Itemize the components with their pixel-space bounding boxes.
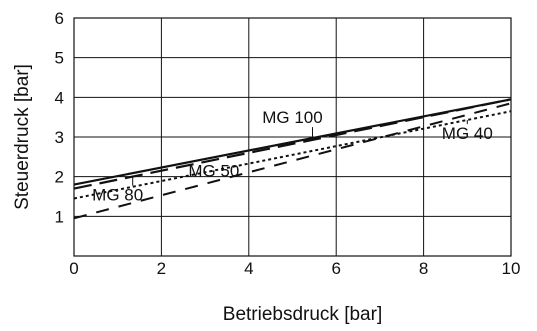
annotation-mg-50: MG 50 — [188, 162, 239, 181]
x-tick-label: 8 — [419, 259, 428, 278]
y-tick-label: 1 — [55, 207, 64, 226]
series-lines — [73, 98, 512, 220]
series-line-mg-50 — [73, 102, 512, 220]
grid — [74, 18, 511, 256]
annotation-mg-100: MG 100 — [262, 108, 322, 127]
y-tick-label: 3 — [55, 128, 64, 147]
annotation-mg-40: MG 40 — [442, 124, 493, 143]
series-annotations: MG 100 MG 80 MG 40 MG 50 — [92, 108, 493, 205]
x-tick-label: 6 — [331, 259, 340, 278]
x-tick-label: 2 — [157, 259, 166, 278]
series-line-mg-80 — [73, 98, 512, 190]
y-axis-title: Steuerdruck [bar] — [12, 64, 33, 210]
y-tick-label: 2 — [55, 168, 64, 187]
series-line-mg-40 — [73, 110, 512, 200]
x-tick-label: 0 — [69, 259, 78, 278]
x-axis-title: Betriebsdruck [bar] — [223, 304, 382, 325]
x-tick-labels: 0 2 4 6 8 10 — [69, 259, 520, 278]
y-tick-labels: 1 2 3 4 5 6 — [55, 9, 64, 226]
annotation-mg-80: MG 80 — [92, 186, 143, 205]
x-tick-label: 10 — [502, 259, 521, 278]
y-tick-label: 6 — [55, 9, 64, 28]
x-tick-label: 4 — [244, 259, 253, 278]
y-tick-label: 4 — [55, 88, 64, 107]
y-tick-label: 5 — [55, 49, 64, 68]
plot-frame — [73, 17, 512, 257]
